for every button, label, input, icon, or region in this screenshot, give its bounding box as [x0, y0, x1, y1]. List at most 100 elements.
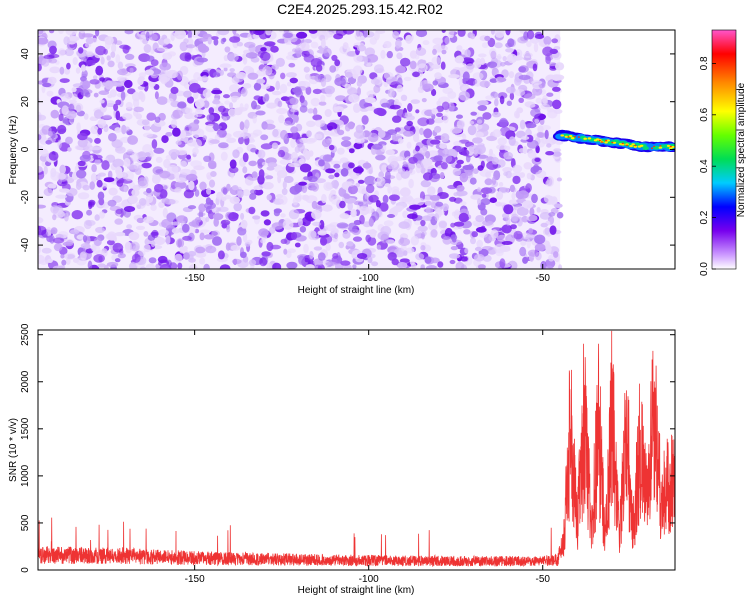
heatmap-cell — [159, 263, 172, 269]
heatmap-cell — [422, 172, 433, 181]
heatmap-cell — [250, 189, 257, 195]
heatmap-cell — [304, 138, 316, 144]
heatmap-cell — [448, 253, 461, 259]
heatmap-cell — [331, 54, 338, 62]
heatmap-cell — [89, 79, 100, 85]
heatmap-cell — [226, 137, 237, 144]
heatmap-cell — [38, 217, 44, 224]
heatmap-signal-cell — [598, 139, 601, 142]
heatmap-cell — [237, 226, 247, 236]
colorbar-tick-label: 0.6 — [699, 107, 710, 121]
heatmap-cell — [131, 253, 141, 263]
heatmap-cell — [383, 220, 394, 227]
heatmap-signal-cell — [625, 143, 629, 146]
heatmap-cell — [277, 100, 283, 108]
heatmap-cell — [487, 61, 498, 68]
heatmap-cell — [475, 226, 487, 233]
heatmap-signal-cell — [639, 144, 644, 147]
heatmap-cell — [271, 64, 279, 71]
heatmap-cell — [279, 195, 288, 205]
heatmap-cell — [553, 109, 563, 114]
heatmap-cell — [165, 132, 173, 137]
heatmap-cell — [545, 151, 554, 156]
heatmap-cell — [216, 191, 224, 200]
heatmap-cell — [529, 207, 535, 217]
heatmap-cell — [338, 241, 345, 249]
heatmap-cell — [286, 81, 292, 87]
heatmap-cell — [180, 160, 188, 167]
heatmap-cell — [339, 157, 349, 164]
heatmap-cell — [252, 215, 261, 220]
heatmap-cell — [347, 201, 354, 211]
heatmap-cell — [339, 45, 351, 55]
heatmap-cell — [548, 212, 556, 217]
heatmap-cell — [299, 163, 312, 173]
heatmap-cell — [490, 50, 497, 60]
heatmap-cell — [324, 31, 334, 38]
heatmap-cell — [412, 71, 420, 78]
heatmap-cell — [125, 101, 133, 110]
heatmap-cell — [179, 52, 192, 62]
heatmap-cell — [65, 30, 78, 36]
heatmap-cell — [91, 243, 97, 252]
heatmap-cell — [172, 109, 184, 119]
heatmap-cell — [431, 108, 438, 115]
heatmap-cell — [229, 84, 240, 93]
heatmap-cell — [144, 69, 154, 76]
heatmap-cell — [311, 209, 322, 220]
heatmap-cell — [475, 215, 485, 223]
heatmap-cell — [313, 264, 323, 269]
heatmap-cell — [84, 244, 91, 249]
heatmap-cell — [378, 130, 386, 138]
heatmap-cell — [318, 101, 327, 106]
heatmap-signal-cell — [621, 143, 625, 146]
heatmap-cell — [52, 237, 65, 244]
heatmap-signal-cell — [573, 136, 576, 138]
heatmap-cell — [457, 30, 466, 37]
heatmap-cell — [166, 98, 174, 103]
heatmap-cell — [396, 84, 404, 93]
heatmap-cell — [465, 155, 471, 163]
heatmap-cell — [313, 107, 318, 116]
heatmap-cell — [299, 105, 308, 113]
heatmap-cell — [94, 137, 101, 144]
heatmap-cell — [471, 231, 479, 238]
heatmap-cell — [67, 147, 72, 152]
heatmap-cell — [242, 83, 252, 89]
heatmap-cell — [275, 80, 281, 91]
heatmap-cell — [281, 188, 288, 196]
heatmap-cell — [132, 91, 141, 102]
heatmap-cell — [558, 264, 563, 269]
heatmap-cell — [267, 162, 278, 168]
heatmap-cell — [450, 127, 463, 134]
heatmap-cell — [271, 222, 284, 230]
heatmap-cell — [131, 188, 140, 197]
heatmap-cell — [221, 223, 228, 229]
heatmap-cell — [76, 169, 87, 179]
heatmap-cell — [487, 186, 496, 194]
heatmap-cell — [442, 87, 454, 94]
heatmap-cell — [530, 108, 541, 118]
heatmap-cell — [71, 93, 78, 101]
heatmap-cell — [99, 99, 105, 104]
heatmap-cell — [107, 94, 113, 99]
heatmap-cell — [217, 250, 225, 260]
heatmap-cell — [422, 40, 430, 46]
heatmap-cell — [334, 59, 341, 67]
heatmap-cell — [248, 206, 256, 215]
heatmap-cell — [546, 92, 554, 97]
heatmap-cell — [370, 78, 380, 85]
heatmap-cell — [98, 90, 110, 95]
heatmap-cell — [244, 119, 250, 129]
heatmap-cell — [115, 209, 123, 215]
heatmap-cell — [364, 97, 376, 104]
heatmap-cell — [224, 100, 231, 105]
heatmap-cell — [357, 201, 364, 206]
heatmap-cell — [282, 180, 287, 189]
heatmap-cell — [255, 110, 266, 116]
heatmap-cell — [85, 59, 96, 66]
heatmap-cell — [456, 45, 463, 51]
heatmap-cell — [223, 54, 229, 62]
heatmap-signal-cell — [659, 145, 662, 147]
heatmap-cell — [468, 144, 480, 153]
